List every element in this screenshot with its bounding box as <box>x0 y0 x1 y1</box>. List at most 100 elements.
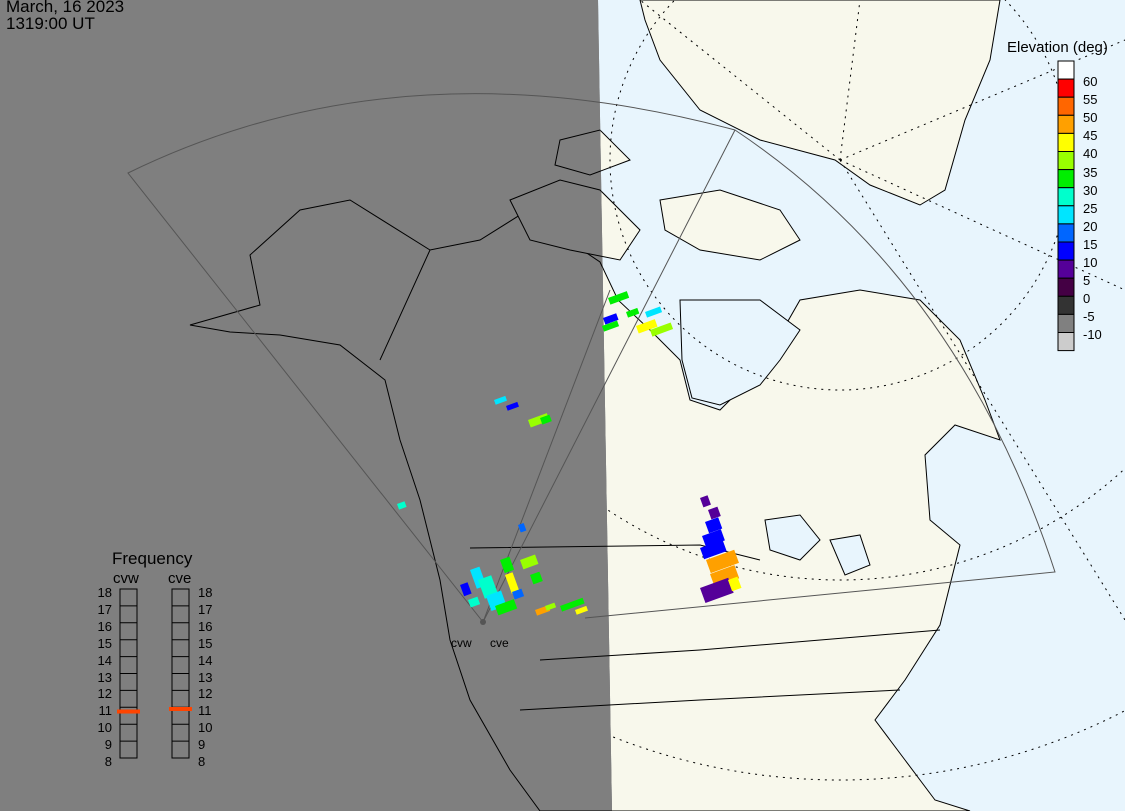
echo-cell <box>705 549 739 574</box>
frequency-marker-cve <box>169 706 192 711</box>
echo-cell <box>493 395 507 405</box>
frequency-tick: 14 <box>198 652 213 668</box>
elevation-tick: -10 <box>1083 327 1102 343</box>
frequency-tick: 12 <box>198 686 213 702</box>
elevation-tick: 35 <box>1083 164 1098 180</box>
colorbar-cell <box>1057 205 1075 225</box>
frequency-tick: 18 <box>97 585 112 600</box>
elevation-tick: 10 <box>1083 255 1098 270</box>
colorbar-cell <box>1057 332 1075 352</box>
frequency-tick: 17 <box>97 601 112 617</box>
frequency-tick: 17 <box>198 601 213 617</box>
frequency-tick: 16 <box>198 618 213 634</box>
echo-cell <box>499 556 515 574</box>
frequency-tick: 11 <box>198 703 212 719</box>
echo-cell <box>728 576 742 592</box>
echo-cell <box>477 575 498 599</box>
frequency-tick: 13 <box>198 669 213 685</box>
echo-cell <box>511 588 525 600</box>
elevation-tick: 20 <box>1083 218 1098 234</box>
colorbar-cell <box>1057 277 1075 297</box>
colorbar-cell <box>1057 169 1075 189</box>
elevation-tick: 50 <box>1083 110 1098 126</box>
frequency-panel <box>117 588 192 759</box>
echo-cell <box>575 605 588 615</box>
colorbar-cell <box>1057 132 1075 152</box>
colorbar-cell <box>1057 295 1075 315</box>
colorbar-cell <box>1057 78 1075 98</box>
colorbar-cell <box>1057 60 1075 80</box>
colorbar-cell <box>1057 151 1075 171</box>
elevation-tick: 55 <box>1083 92 1098 108</box>
frequency-tick: 10 <box>198 720 213 736</box>
echo-cell <box>495 599 518 616</box>
frequency-tick: 12 <box>97 686 112 702</box>
radar-label-cvw: cvw <box>113 570 139 587</box>
frequency-tick: 18 <box>198 585 213 600</box>
echo-cell <box>701 529 725 548</box>
echo-cell <box>397 501 407 510</box>
colorbar-cell <box>1057 96 1075 116</box>
elevation-tick: 0 <box>1083 291 1091 307</box>
echo-cell <box>467 596 481 608</box>
echo-cell <box>460 582 472 597</box>
frequency-tick: 9 <box>104 737 112 753</box>
echo-cell <box>603 313 619 325</box>
frequency-tick: 9 <box>198 737 206 753</box>
elevation-tick: 30 <box>1083 182 1098 198</box>
time-label: 1319:00 UT <box>6 14 95 33</box>
colorbar-cell <box>1057 241 1075 261</box>
echo-cell <box>710 565 740 588</box>
colorbar-cell <box>1057 313 1075 333</box>
site-label-cvw: cvw <box>451 636 472 650</box>
radar-label-cve: cve <box>168 570 192 587</box>
echo-cell <box>505 572 520 594</box>
date-label: March, 16 2023 <box>6 0 125 16</box>
echo-cell <box>626 307 640 318</box>
frequency-tick: 16 <box>97 618 112 634</box>
colorbar-cell <box>1057 187 1075 207</box>
frequency-tick: 8 <box>104 754 112 769</box>
echo-cell <box>645 306 663 318</box>
echo-cell <box>650 322 674 337</box>
echo-cell <box>636 319 658 334</box>
echo-cell <box>602 320 620 332</box>
echo-cell <box>505 401 519 411</box>
borders <box>379 249 941 711</box>
echo-cells <box>397 291 742 616</box>
colorbar-cell <box>1057 114 1075 134</box>
echo-cell <box>539 414 552 425</box>
echo-cell <box>560 597 585 612</box>
elevation-colorbar <box>1057 60 1075 352</box>
frequency-title: Frequency <box>112 549 193 568</box>
frequency-tick: 11 <box>98 703 113 719</box>
frequency-tick: 13 <box>97 669 112 685</box>
frequency-marker-cvw <box>117 709 140 714</box>
echo-cell <box>530 571 543 585</box>
elevation-tick: 45 <box>1083 128 1098 144</box>
radar-site-marker <box>480 619 486 625</box>
echo-cell <box>518 522 527 533</box>
frequency-tick: 8 <box>198 754 206 769</box>
elevation-tick: -5 <box>1083 309 1095 325</box>
elevation-tick: 25 <box>1083 200 1098 216</box>
elevation-tick: 15 <box>1083 236 1098 252</box>
site-label-cve: cve <box>490 636 509 650</box>
frequency-tick: 14 <box>97 652 112 668</box>
echo-cell <box>704 517 723 534</box>
echo-cell <box>545 602 557 611</box>
echo-cell <box>608 291 630 305</box>
frequency-tick: 10 <box>97 720 112 736</box>
frequency-tick: 15 <box>97 635 112 651</box>
echo-cell <box>700 539 727 560</box>
elevation-tick: 40 <box>1083 146 1098 162</box>
elevation-tick: 5 <box>1083 273 1091 289</box>
echo-cell <box>708 506 721 520</box>
elevation-legend-title: Elevation (deg) <box>1007 39 1108 56</box>
echo-cell <box>520 554 539 570</box>
elevation-tick: 60 <box>1083 74 1098 89</box>
echo-cell <box>700 577 734 604</box>
frequency-tick: 15 <box>198 635 213 651</box>
